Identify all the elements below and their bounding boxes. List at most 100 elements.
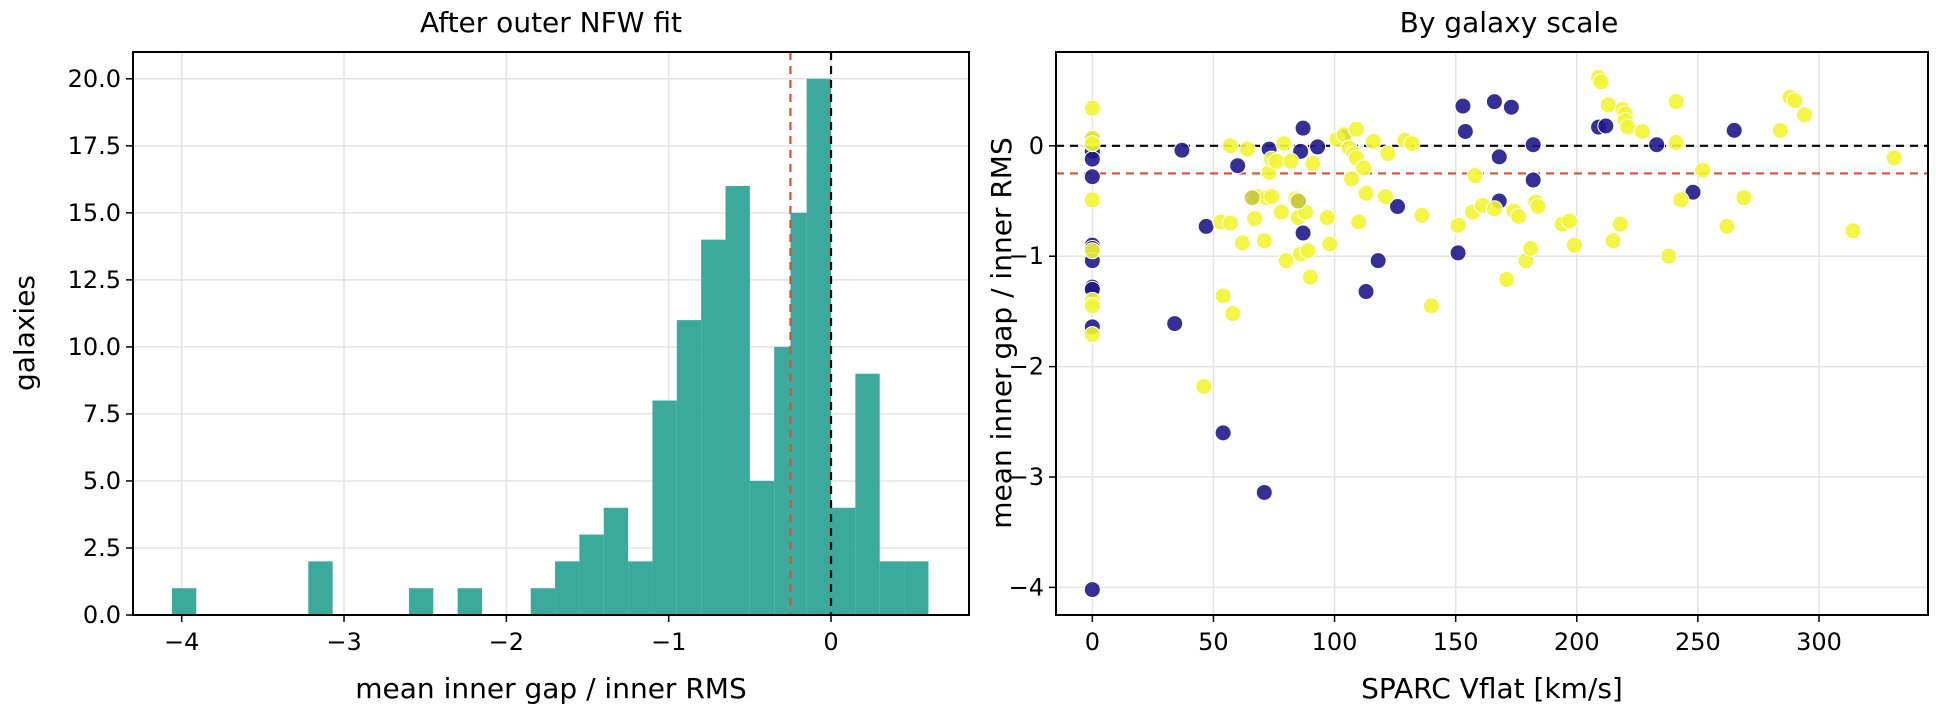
scatter-point [1221,214,1239,232]
scatter-point [1347,120,1365,138]
y-tick-label: 17.5 [68,132,121,160]
x-tick-label: −4 [164,628,199,656]
histogram-bar [530,588,556,615]
scatter-point [1255,232,1273,250]
scatter-point [1272,203,1290,221]
scatter-point [1844,222,1862,240]
histogram-bar [676,320,702,615]
scatter-point [1413,206,1431,224]
histogram-bar [855,373,880,615]
scatter-point [1263,188,1281,206]
scatter-point [1684,183,1702,201]
scatter-point [1243,189,1261,207]
histogram-y-ticks: 0.0 2.5 5.0 7.5 10.0 12.5 15.0 17.5 20.0 [68,65,133,629]
scatter-point [1214,424,1232,442]
scatter-point [1369,252,1387,270]
scatter-point [1466,167,1484,185]
y-tick-label: 12.5 [68,266,121,294]
x-tick-label: −2 [489,628,524,656]
scatter-point [1561,212,1579,230]
histogram-bar [308,561,333,615]
y-tick-label: −2 [1009,353,1044,381]
x-tick-label: −3 [326,628,361,656]
histogram-x-ticks: −4 −3 −2 −1 0 [164,615,839,656]
histogram-bar [806,78,832,616]
scatter-point [1524,136,1542,154]
scatter-point [1267,152,1285,170]
scatter-point [1229,157,1247,175]
scatter-point [1485,200,1503,218]
scatter-point [1885,149,1903,167]
scatter-point [1449,216,1467,234]
scatter-point [1604,232,1622,250]
scatter-point [1083,150,1101,168]
scatter-point [1449,244,1467,262]
histogram-reference-lines [789,52,833,615]
histogram-bar [774,346,791,615]
scatter-point [1502,98,1520,116]
scatter-point [1718,217,1736,235]
x-tick-label: −1 [651,628,686,656]
scatter-point [1667,134,1685,152]
scatter-point [1786,92,1804,110]
y-tick-label: −3 [1009,463,1044,491]
scatter-point [1214,287,1232,305]
scatter-point [1735,189,1753,207]
scatter-point [1224,305,1242,323]
x-tick-label: 250 [1675,628,1721,656]
scatter-point [1357,184,1375,202]
histogram-bar [603,507,629,615]
scatter-point [1529,198,1547,216]
scatter-point [1083,297,1101,315]
scatter-point [1166,315,1184,333]
scatter-point [1672,191,1690,209]
scatter-point [1619,118,1637,136]
scatter-point [1321,235,1339,253]
scatter-point [1355,159,1373,177]
x-tick-label: 0 [1085,628,1100,656]
scatter-point [1350,213,1368,231]
scatter-point [1083,581,1101,599]
histogram-bar [408,588,434,615]
scatter-point [1083,99,1101,117]
scatter-point [1524,171,1542,189]
histogram-bar [701,239,726,615]
scatter-point [1083,168,1101,186]
y-tick-label: 5.0 [83,467,121,495]
scatter-point [1318,209,1336,227]
scatter-point [1633,122,1651,140]
x-tick-label: 200 [1554,628,1600,656]
x-tick-label: 100 [1312,628,1358,656]
histogram-bar [171,588,197,615]
scatter-x-ticks: 0 50 100 150 200 250 300 [1085,615,1842,656]
scatter-point [1522,239,1540,257]
histogram-x-label: mean inner gap / inner RMS [355,672,746,705]
scatter-point [1454,97,1472,115]
scatter-point [1403,135,1421,153]
scatter-point [1255,483,1273,501]
histogram-bars [171,78,929,616]
scatter-point [1490,148,1508,166]
scatter-point [1309,138,1327,156]
scatter-points [1083,68,1903,599]
scatter-point [1246,210,1264,228]
scatter-point [1694,161,1712,179]
scatter-point [1294,224,1312,242]
y-tick-label: −4 [1009,573,1044,601]
scatter-point [1173,141,1191,159]
scatter-point [1648,136,1666,154]
scatter-point [1667,93,1685,111]
scatter-y-label: mean inner gap / inner RMS [985,137,1018,528]
scatter-point [1725,121,1743,139]
scatter-point [1592,73,1610,91]
histogram-axes-frame [132,51,970,616]
scatter-title: By galaxy scale [1400,6,1619,39]
histogram-bar [790,212,807,615]
histogram-title: After outer NFW fit [420,6,682,39]
scatter-point [1376,188,1394,206]
y-tick-label: −1 [1009,242,1044,270]
scatter-point [1422,297,1440,315]
histogram-bar [879,561,905,615]
scatter-point [1597,117,1615,135]
